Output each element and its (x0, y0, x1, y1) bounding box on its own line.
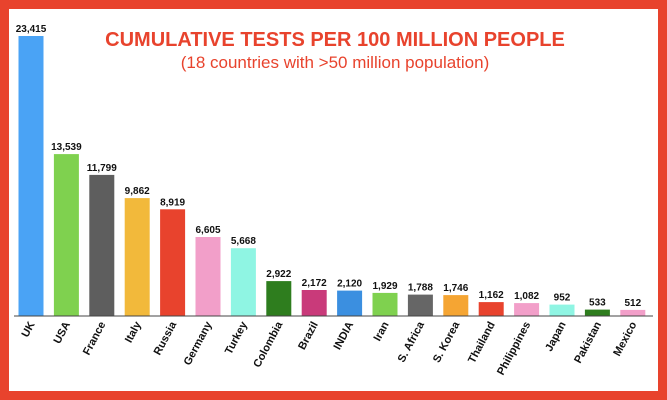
bar-colombia (266, 281, 292, 316)
value-label: 5,668 (231, 236, 256, 247)
bar-s-africa (407, 294, 433, 316)
bar-pakistan (584, 309, 610, 316)
value-label: 11,799 (87, 163, 117, 174)
value-label: 23,415 (16, 24, 47, 35)
category-label: Colombia (251, 319, 286, 370)
value-label: 1,929 (372, 281, 397, 292)
value-label: 2,120 (337, 279, 362, 290)
bar-usa (53, 154, 79, 316)
value-label: 512 (624, 298, 641, 309)
category-label: USA (52, 320, 74, 346)
value-label: 1,788 (408, 283, 433, 294)
value-label: 9,862 (125, 186, 150, 197)
category-label: Thailand (466, 320, 498, 366)
category-label: S. Korea (431, 319, 463, 365)
bar-brazil (301, 290, 327, 316)
category-label: Iran (372, 320, 392, 344)
bar-italy (124, 198, 150, 316)
value-label: 533 (589, 298, 606, 309)
value-label: 13,539 (51, 142, 82, 153)
bar-france (89, 174, 115, 316)
bar-uk (18, 36, 44, 316)
category-label: Japan (543, 320, 569, 354)
bar-s-korea (443, 295, 469, 316)
bar-germany (195, 237, 221, 316)
value-label: 952 (554, 293, 571, 304)
bar-russia (160, 209, 186, 316)
bar-japan (549, 304, 575, 316)
value-label: 1,746 (443, 283, 468, 294)
category-label: France (81, 320, 109, 357)
value-label: 6,605 (195, 225, 220, 236)
bar-iran (372, 292, 398, 316)
bar-philippines (514, 303, 540, 316)
bar-india (337, 290, 363, 316)
category-label: Pakistan (572, 320, 604, 366)
bar-thailand (478, 302, 504, 316)
category-label: S. Africa (396, 319, 428, 364)
value-label: 8,919 (160, 197, 185, 208)
category-label: Turkey (223, 319, 251, 357)
bar-turkey (230, 248, 256, 316)
category-label: Philippines (495, 320, 533, 377)
value-label: 2,172 (302, 278, 327, 289)
category-label: Italy (123, 319, 144, 345)
category-label: Germany (182, 319, 215, 368)
category-label: Brazil (296, 320, 321, 352)
value-label: 1,082 (514, 291, 539, 302)
value-label: 2,922 (266, 269, 291, 280)
category-label: INDIA (332, 320, 357, 352)
category-label: Russia (152, 319, 180, 357)
category-label: Mexico (611, 320, 639, 359)
category-label: UK (20, 320, 38, 340)
chart-subtitle: (18 countries with >50 million populatio… (180, 53, 490, 72)
value-label: 1,162 (479, 290, 504, 301)
bar-mexico (620, 309, 646, 316)
chart-title: CUMULATIVE TESTS PER 100 MILLION PEOPLE (105, 29, 565, 51)
